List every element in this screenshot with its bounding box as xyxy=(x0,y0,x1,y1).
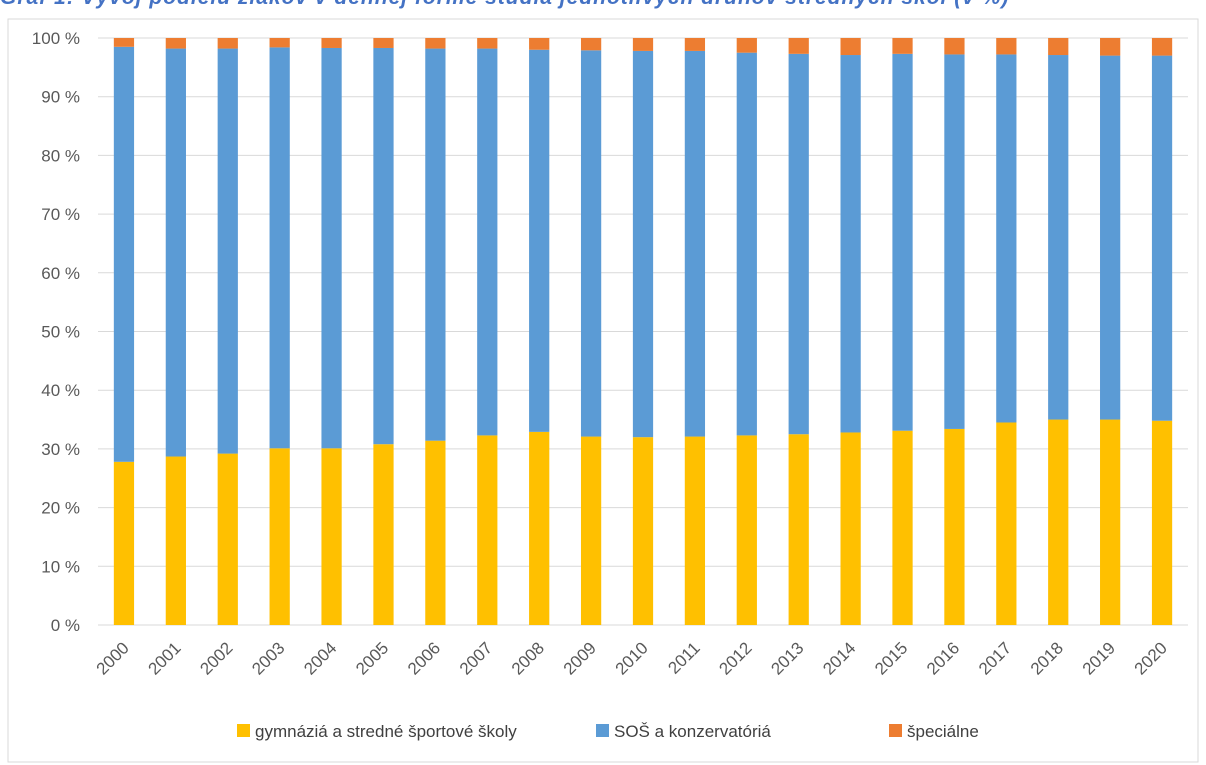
bar-segment xyxy=(373,444,394,625)
bar-segment xyxy=(269,47,290,449)
bar-segment xyxy=(580,50,602,437)
y-tick-label: 60 % xyxy=(41,264,80,283)
bar-segment xyxy=(217,453,238,625)
bar-segment xyxy=(1100,38,1121,56)
legend-swatch xyxy=(889,724,902,737)
bar-segment xyxy=(425,38,446,49)
bar-segment xyxy=(944,54,965,429)
y-tick-label: 90 % xyxy=(41,88,80,107)
legend: gymnáziá a stredné športové školy SOŠ a k… xyxy=(237,722,979,741)
bar-segment xyxy=(840,55,861,433)
bar-segment xyxy=(165,38,186,49)
bars xyxy=(113,38,1173,625)
bar-segment xyxy=(529,49,550,432)
bar-segment xyxy=(1048,38,1069,56)
bar-segment xyxy=(217,48,238,454)
bar-segment xyxy=(477,38,498,49)
y-tick-label: 0 % xyxy=(51,616,80,635)
bar-segment xyxy=(684,436,706,625)
bar-segment xyxy=(217,38,238,49)
bar-segment xyxy=(580,38,602,51)
legend-swatch xyxy=(596,724,609,737)
bar-segment xyxy=(892,53,913,431)
y-tick-label: 40 % xyxy=(41,381,80,400)
y-tick-label: 10 % xyxy=(41,557,80,576)
bar-segment xyxy=(996,422,1017,625)
bar-segment xyxy=(944,428,965,625)
bar-segment xyxy=(632,437,654,625)
bar-segment xyxy=(165,456,186,625)
legend-swatch xyxy=(237,724,250,737)
bar-segment xyxy=(736,38,757,53)
legend-label: SOŠ a konzervatóriá xyxy=(614,722,771,741)
bar-segment xyxy=(373,47,394,445)
legend-label: špeciálne xyxy=(907,722,979,741)
bar-segment xyxy=(736,435,757,625)
bar-segment xyxy=(1151,55,1173,421)
bar-segment xyxy=(321,448,342,625)
bar-segment xyxy=(373,38,394,48)
bar-segment xyxy=(113,38,135,47)
bar-segment xyxy=(632,50,654,438)
y-tick-label: 30 % xyxy=(41,440,80,459)
bar-segment xyxy=(996,38,1017,55)
bar-segment xyxy=(1048,55,1069,420)
bar-segment xyxy=(113,461,135,625)
bar-segment xyxy=(425,48,446,441)
bar-segment xyxy=(269,448,290,625)
bar-segment xyxy=(477,435,498,625)
y-tick-label: 70 % xyxy=(41,205,80,224)
y-tick-label: 20 % xyxy=(41,499,80,518)
bar-segment xyxy=(113,46,135,462)
bar-segment xyxy=(1048,419,1069,625)
chart-title: Graf 1: Vývoj podielu žiakov v dennej fo… xyxy=(0,0,1206,16)
bar-segment xyxy=(840,432,861,625)
bar-segment xyxy=(892,38,913,54)
bar-segment xyxy=(477,48,498,436)
bar-segment xyxy=(1151,38,1173,56)
bar-segment xyxy=(736,52,757,436)
bar-segment xyxy=(425,440,446,625)
bar-segment xyxy=(684,50,706,437)
bar-segment xyxy=(321,47,342,449)
bar-segment xyxy=(788,38,809,54)
bar-segment xyxy=(321,38,342,48)
bar-segment xyxy=(892,430,913,625)
y-axis-ticks: 0 % 10 % 20 % 30 % 40 % 50 % 60 % 70 % 80 % 90 % 1… xyxy=(32,29,80,635)
bar-segment xyxy=(269,38,290,48)
bar-segment xyxy=(1151,420,1173,625)
bar-segment xyxy=(632,38,654,51)
y-tick-label: 80 % xyxy=(41,146,80,165)
bar-segment xyxy=(788,434,809,625)
bar-segment xyxy=(580,436,602,625)
bar-segment xyxy=(529,431,550,625)
y-tick-label: 50 % xyxy=(41,323,80,342)
y-tick-label: 100 % xyxy=(32,29,80,48)
bar-segment xyxy=(165,48,186,457)
bar-segment xyxy=(529,38,550,50)
bar-segment xyxy=(684,38,706,51)
bar-segment xyxy=(840,38,861,56)
bar-segment xyxy=(1100,55,1121,420)
bar-segment xyxy=(1100,419,1121,625)
bar-segment xyxy=(996,54,1017,423)
legend-label: gymnáziá a stredné športové školy xyxy=(255,722,517,741)
bar-segment xyxy=(944,38,965,55)
bar-segment xyxy=(788,53,809,435)
